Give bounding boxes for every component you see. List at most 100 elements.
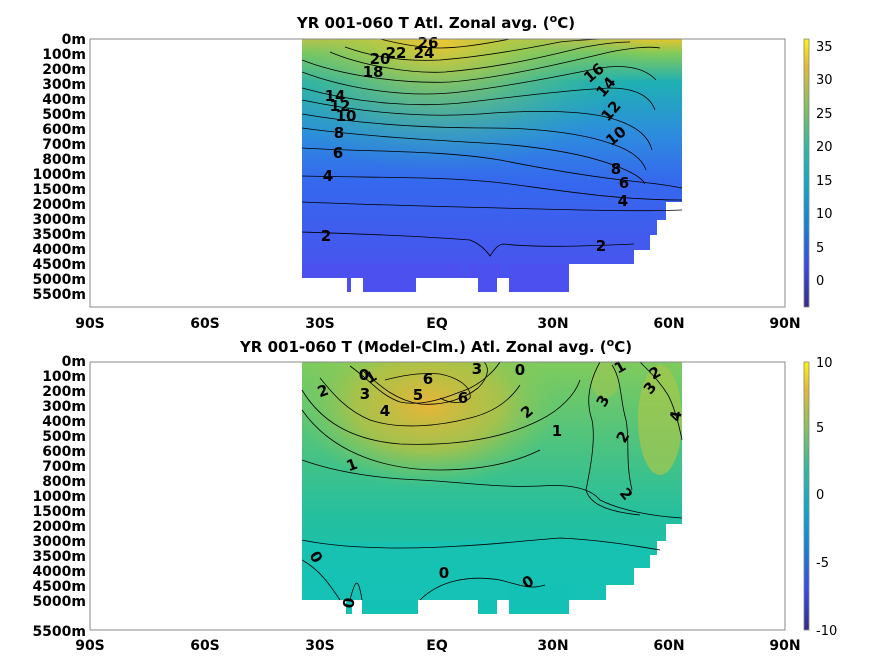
x-tick-label: 60S (190, 316, 220, 332)
top-axes-frame (89, 38, 786, 308)
colorbar-tick: 5 (816, 241, 824, 256)
y-tick-label: 700m (42, 459, 86, 475)
y-tick-label: 3500m (32, 227, 86, 243)
colorbar-tick: 30 (816, 73, 833, 88)
y-tick-label: 3500m (32, 549, 86, 565)
y-tick-label: 400m (42, 414, 86, 430)
y-tick-label: 800m (42, 474, 86, 490)
top-title: YR 001-060 T Atl. Zonal avg. (oC) (296, 12, 575, 32)
y-tick-label: 3000m (32, 534, 86, 550)
contour-label: 24 (414, 44, 435, 62)
colorbar-tick: -5 (816, 556, 829, 571)
y-tick-label: 5000m (32, 594, 86, 610)
top-contours (301, 38, 683, 257)
contour-label: 4 (666, 409, 686, 422)
y-tick-label: 0m (62, 354, 86, 370)
colorbar-tick: 35 (816, 40, 833, 55)
y-tick-label: 100m (42, 47, 86, 63)
y-tick-label: 4000m (32, 242, 86, 258)
y-tick-label: 400m (42, 92, 86, 108)
bottom-colorbar-scale (803, 361, 810, 631)
y-tick-label: 700m (42, 137, 86, 153)
bottom-panel: YR 001-060 T (Model-Clm.) Atl. Zonal avg… (32, 336, 837, 654)
y-tick-label: 800m (42, 152, 86, 168)
y-tick-label: 5500m (32, 624, 86, 640)
contour-label: 8 (334, 124, 344, 142)
bottom-field (302, 362, 682, 614)
y-tick-label: 1500m (32, 182, 86, 198)
y-tick-label: 3000m (32, 212, 86, 228)
contour-label: 8 (611, 160, 621, 178)
contour-label: 14 (325, 87, 346, 105)
bottom-axes-frame (89, 361, 786, 631)
y-tick-label: 2000m (32, 519, 86, 535)
contour-label: 12 (330, 97, 351, 115)
y-tick-label: 100m (42, 369, 86, 385)
contour-label: 0 (515, 361, 525, 379)
x-tick-label: 30S (305, 638, 335, 654)
colorbar-tick: -10 (816, 624, 837, 639)
colorbar-tick: 25 (816, 107, 833, 122)
top-colorbar: 35 30 25 20 15 10 5 0 (803, 38, 833, 308)
y-tick-label: 0m (62, 32, 86, 48)
y-tick-label: 500m (42, 107, 86, 123)
top-panel: YR 001-060 T Atl. Zonal avg. (oC) (32, 12, 832, 332)
x-tick-label: 60S (190, 638, 220, 654)
x-tick-label: 90N (769, 638, 800, 654)
top-y-axis: 0m 100m 200m 300m 400m 500m 600m 700m 80… (32, 32, 86, 303)
contour-label: 2 (321, 227, 331, 245)
contour-label: 4 (618, 192, 628, 210)
x-tick-label: 90N (769, 316, 800, 332)
colorbar-tick: 15 (816, 174, 833, 189)
y-tick-label: 2000m (32, 197, 86, 213)
y-tick-label: 1000m (32, 167, 86, 183)
contour-label: 6 (458, 389, 468, 407)
contour-label: 4 (380, 402, 390, 420)
y-tick-label: 4500m (32, 257, 86, 273)
y-tick-label: 4500m (32, 579, 86, 595)
contour-label: 0 (339, 596, 359, 609)
y-tick-label: 300m (42, 77, 86, 93)
bottom-x-axis: 90S 60S 30S EQ 30N 60N 90N (75, 638, 800, 654)
colorbar-tick: 20 (816, 140, 833, 155)
contour-label: 4 (323, 167, 333, 185)
x-tick-label: 30N (537, 638, 568, 654)
y-tick-label: 200m (42, 384, 86, 400)
top-colorbar-scale (803, 38, 810, 308)
bottom-colorbar: 10 5 0 -5 -10 (803, 356, 837, 639)
x-tick-label: 60N (653, 316, 684, 332)
contour-label: 3 (360, 385, 370, 403)
contour-label: 3 (472, 360, 482, 378)
y-tick-label: 5000m (32, 272, 86, 288)
contour-label: 18 (363, 63, 384, 81)
top-x-axis: 90S 60S 30S EQ 30N 60N 90N (75, 316, 800, 332)
contour-label: 5 (413, 386, 423, 404)
colorbar-tick: 10 (816, 207, 833, 222)
contour-label: 6 (423, 370, 433, 388)
x-tick-label: EQ (426, 316, 448, 332)
contour-label: 2 (596, 237, 606, 255)
bottom-title: YR 001-060 T (Model-Clm.) Atl. Zonal avg… (239, 336, 632, 356)
y-tick-label: 200m (42, 62, 86, 78)
contour-label: 20 (370, 50, 391, 68)
contour-label: 1 (552, 422, 562, 440)
y-tick-label: 600m (42, 122, 86, 138)
bottom-contours (301, 361, 683, 601)
contour-label: 6 (619, 174, 629, 192)
x-tick-label: 60N (653, 638, 684, 654)
y-tick-label: 4000m (32, 564, 86, 580)
contour-label: 0 (359, 366, 369, 384)
x-tick-label: 90S (75, 316, 105, 332)
colorbar-tick: 5 (816, 421, 824, 436)
y-tick-label: 1000m (32, 489, 86, 505)
contour-label: 10 (336, 107, 357, 125)
colorbar-tick: 10 (816, 356, 833, 371)
contour-label: 6 (333, 144, 343, 162)
y-tick-label: 1500m (32, 504, 86, 520)
colorbar-tick: 0 (816, 274, 824, 289)
y-tick-label: 5500m (32, 287, 86, 303)
contour-label: 0 (439, 564, 449, 582)
x-tick-label: EQ (426, 638, 448, 654)
x-tick-label: 30N (537, 316, 568, 332)
